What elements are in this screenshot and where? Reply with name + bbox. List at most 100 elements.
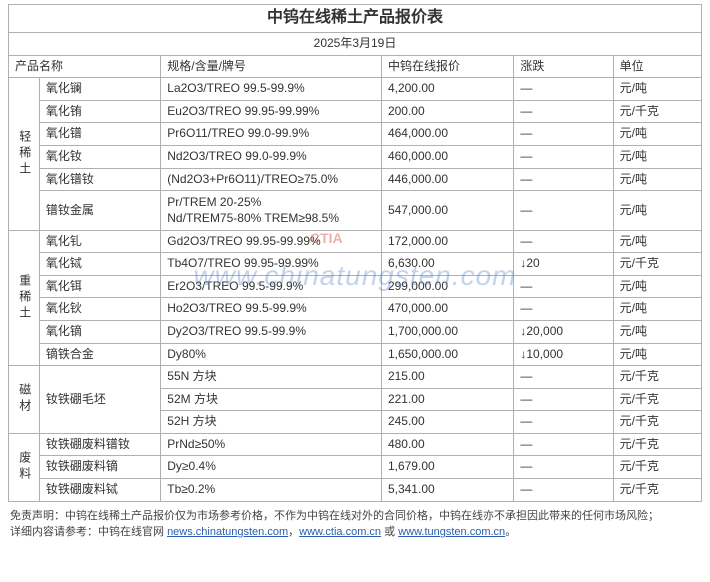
product-spec: Tb4O7/TREO 99.95-99.99%	[161, 253, 382, 276]
product-unit: 元/千克	[613, 366, 701, 389]
product-change: —	[514, 411, 613, 434]
product-name: 钕铁硼废料铽	[39, 479, 160, 502]
product-unit: 元/吨	[613, 145, 701, 168]
product-spec: Ho2O3/TREO 99.5-99.9%	[161, 298, 382, 321]
category-cell: 磁材	[9, 366, 40, 434]
rare-earth-price-table: 中钨在线稀土产品报价表 2025年3月19日 产品名称 规格/含量/牌号 中钨在…	[8, 4, 702, 502]
table-row: 钕铁硼废料铽Tb≥0.2%5,341.00—元/千克	[9, 479, 702, 502]
table-row: 重稀土氧化钆Gd2O3/TREO 99.95-99.99%172,000.00—…	[9, 230, 702, 253]
product-spec: Er2O3/TREO 99.5-99.9%	[161, 275, 382, 298]
product-price: 480.00	[381, 433, 513, 456]
product-name: 氧化钕	[39, 145, 160, 168]
product-spec: Pr6O11/TREO 99.0-99.9%	[161, 123, 382, 146]
product-name: 氧化铽	[39, 253, 160, 276]
category-cell: 重稀土	[9, 230, 40, 366]
col-header-name: 产品名称	[9, 55, 161, 78]
product-unit: 元/千克	[613, 253, 701, 276]
product-name: 氧化钆	[39, 230, 160, 253]
footer-link-3[interactable]: www.tungsten.com.cn	[398, 526, 505, 538]
product-price: 5,341.00	[381, 479, 513, 502]
product-spec: PrNd≥50%	[161, 433, 382, 456]
product-price: 446,000.00	[381, 168, 513, 191]
product-price: 464,000.00	[381, 123, 513, 146]
table-row: 氧化铕Eu2O3/TREO 99.95-99.99%200.00—元/千克	[9, 100, 702, 123]
disclaimer-label: 免责声明：	[10, 510, 65, 522]
product-unit: 元/吨	[613, 168, 701, 191]
table-row: 钕铁硼废料镝Dy≥0.4%1,679.00—元/千克	[9, 456, 702, 479]
product-change: —	[514, 275, 613, 298]
product-spec: 55N 方块	[161, 366, 382, 389]
product-price: 460,000.00	[381, 145, 513, 168]
product-price: 470,000.00	[381, 298, 513, 321]
product-price: 1,650,000.00	[381, 343, 513, 366]
product-unit: 元/千克	[613, 479, 701, 502]
product-spec: Tb≥0.2%	[161, 479, 382, 502]
product-name: 氧化铕	[39, 100, 160, 123]
product-unit: 元/吨	[613, 275, 701, 298]
product-change: —	[514, 298, 613, 321]
product-unit: 元/千克	[613, 388, 701, 411]
col-header-change: 涨跌	[514, 55, 613, 78]
product-change: —	[514, 78, 613, 101]
product-price: 1,679.00	[381, 456, 513, 479]
product-change: —	[514, 191, 613, 230]
product-change: —	[514, 388, 613, 411]
product-name: 氧化钬	[39, 298, 160, 321]
table-row: 氧化钬Ho2O3/TREO 99.5-99.9%470,000.00—元/吨	[9, 298, 702, 321]
product-unit: 元/吨	[613, 123, 701, 146]
product-price: 6,630.00	[381, 253, 513, 276]
product-name: 镨钕金属	[39, 191, 160, 230]
footer-link-2[interactable]: www.ctia.com.cn	[299, 526, 381, 538]
table-row: 镝铁合金Dy80%1,650,000.00↓10,000元/吨	[9, 343, 702, 366]
table-row: 氧化铽Tb4O7/TREO 99.95-99.99%6,630.00↓20元/千…	[9, 253, 702, 276]
product-spec: (Nd2O3+Pr6O11)/TREO≥75.0%	[161, 168, 382, 191]
product-change: —	[514, 100, 613, 123]
footer-link-1[interactable]: news.chinatungsten.com	[167, 526, 288, 538]
product-unit: 元/吨	[613, 78, 701, 101]
product-change: —	[514, 123, 613, 146]
product-price: 215.00	[381, 366, 513, 389]
detail-text: 中钨在线官网	[98, 526, 167, 538]
header-row: 产品名称 规格/含量/牌号 中钨在线报价 涨跌 单位	[9, 55, 702, 78]
product-name: 钕铁硼废料镨钕	[39, 433, 160, 456]
product-unit: 元/吨	[613, 191, 701, 230]
product-spec: Gd2O3/TREO 99.95-99.99%	[161, 230, 382, 253]
product-change: —	[514, 479, 613, 502]
product-change: —	[514, 168, 613, 191]
product-change: ↓10,000	[514, 343, 613, 366]
sep: ，	[288, 526, 299, 538]
product-unit: 元/吨	[613, 230, 701, 253]
product-price: 4,200.00	[381, 78, 513, 101]
col-header-unit: 单位	[613, 55, 701, 78]
product-price: 1,700,000.00	[381, 320, 513, 343]
product-price: 245.00	[381, 411, 513, 434]
period: 。	[505, 526, 516, 538]
product-spec: Eu2O3/TREO 99.95-99.99%	[161, 100, 382, 123]
table-body: 轻稀土氧化镧La2O3/TREO 99.5-99.9%4,200.00—元/吨氧…	[9, 78, 702, 501]
product-spec: Dy2O3/TREO 99.5-99.9%	[161, 320, 382, 343]
table-row: 氧化钕Nd2O3/TREO 99.0-99.9%460,000.00—元/吨	[9, 145, 702, 168]
product-name: 氧化镨钕	[39, 168, 160, 191]
col-header-price: 中钨在线报价	[381, 55, 513, 78]
product-price: 221.00	[381, 388, 513, 411]
table-row: 磁材钕铁硼毛坯55N 方块215.00—元/千克	[9, 366, 702, 389]
detail-label: 详细内容请参考：	[10, 526, 98, 538]
product-spec: 52H 方块	[161, 411, 382, 434]
product-unit: 元/吨	[613, 320, 701, 343]
product-unit: 元/吨	[613, 298, 701, 321]
product-name: 钕铁硼毛坯	[39, 366, 160, 434]
product-change: —	[514, 456, 613, 479]
product-change: —	[514, 230, 613, 253]
product-spec: Pr/TREM 20-25%Nd/TREM75-80% TREM≥98.5%	[161, 191, 382, 230]
product-spec: La2O3/TREO 99.5-99.9%	[161, 78, 382, 101]
table-row: 镨钕金属Pr/TREM 20-25%Nd/TREM75-80% TREM≥98.…	[9, 191, 702, 230]
sep: 或	[381, 526, 398, 538]
category-cell: 轻稀土	[9, 78, 40, 230]
product-unit: 元/千克	[613, 411, 701, 434]
title-row: 中钨在线稀土产品报价表	[9, 5, 702, 33]
product-spec: Nd2O3/TREO 99.0-99.9%	[161, 145, 382, 168]
table-row: 轻稀土氧化镧La2O3/TREO 99.5-99.9%4,200.00—元/吨	[9, 78, 702, 101]
product-change: ↓20	[514, 253, 613, 276]
product-spec: Dy≥0.4%	[161, 456, 382, 479]
col-header-spec: 规格/含量/牌号	[161, 55, 382, 78]
